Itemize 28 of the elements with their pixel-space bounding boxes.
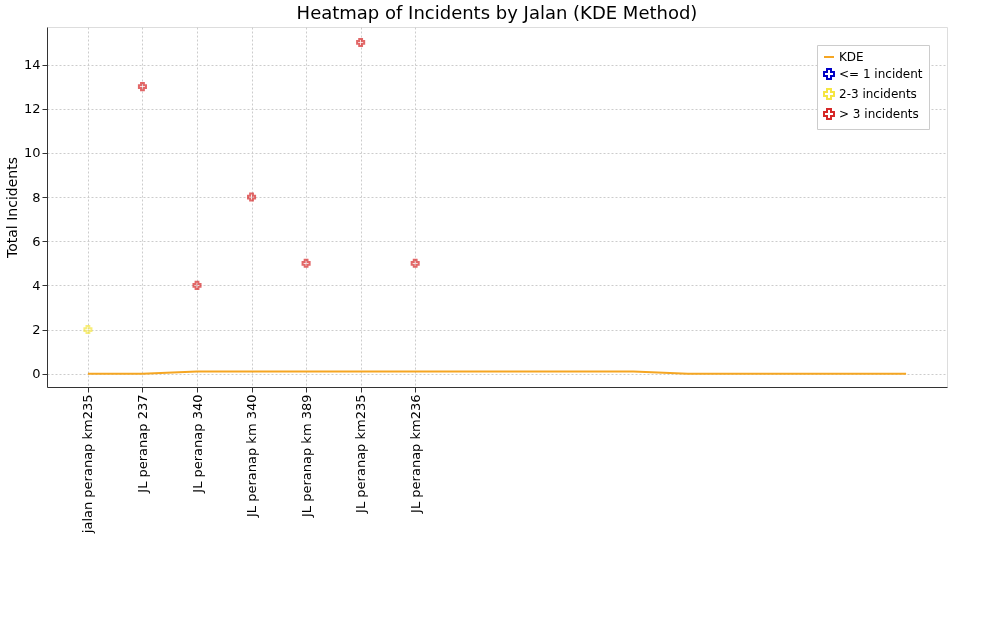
y-tick-label: 12 bbox=[23, 101, 41, 117]
x-tick-label: JL peranap km 389 bbox=[298, 394, 314, 518]
y-tick-label: 2 bbox=[32, 322, 41, 338]
y-tick-label: 14 bbox=[23, 57, 41, 73]
chart-title: Heatmap of Incidents by Jalan (KDE Method) bbox=[296, 2, 698, 23]
y-tick-label: 6 bbox=[32, 233, 41, 249]
y-tick-label: 8 bbox=[32, 189, 41, 205]
x-tick-label: JL peranap km236 bbox=[407, 394, 423, 514]
point bbox=[137, 82, 147, 92]
legend-label: <= 1 incident bbox=[839, 67, 923, 81]
point bbox=[410, 258, 420, 268]
legend-label: KDE bbox=[839, 50, 864, 64]
y-tick-label: 10 bbox=[23, 145, 41, 161]
point bbox=[192, 280, 202, 290]
point bbox=[83, 325, 93, 335]
y-tick-label: 4 bbox=[32, 277, 41, 293]
x-tick-label: JL peranap 237 bbox=[134, 394, 150, 494]
legend-label: > 3 incidents bbox=[839, 107, 919, 121]
point bbox=[301, 258, 311, 268]
point bbox=[247, 192, 257, 202]
x-tick-label: JL peranap km 340 bbox=[244, 394, 260, 518]
y-tick-label: 0 bbox=[32, 366, 41, 382]
x-tick-label: jalan peranap km235 bbox=[80, 394, 96, 535]
legend-label: 2-3 incidents bbox=[839, 87, 917, 101]
point bbox=[356, 37, 366, 47]
y-axis-title: Total Incidents bbox=[3, 157, 20, 259]
x-tick-label: JL peranap km235 bbox=[353, 394, 369, 514]
x-tick-label: JL peranap 340 bbox=[189, 394, 205, 494]
